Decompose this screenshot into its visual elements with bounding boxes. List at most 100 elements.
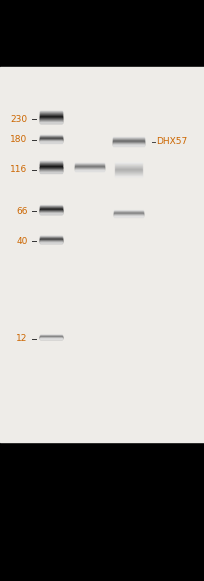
Bar	[40, 115, 62, 116]
Bar	[40, 237, 62, 238]
Bar	[75, 167, 104, 168]
Bar	[40, 242, 62, 243]
Bar	[40, 336, 62, 337]
Bar	[114, 213, 143, 214]
Text: 66: 66	[16, 207, 28, 216]
Bar	[75, 165, 104, 166]
Bar	[75, 164, 104, 165]
Bar	[40, 171, 62, 172]
Bar	[40, 242, 62, 243]
Bar	[40, 213, 62, 214]
Bar	[40, 170, 62, 171]
Bar	[40, 139, 62, 140]
Bar	[114, 212, 143, 213]
Bar	[113, 139, 144, 141]
Bar	[40, 210, 62, 211]
Bar	[114, 213, 143, 214]
Bar	[40, 136, 62, 137]
Bar	[40, 337, 62, 338]
Bar	[75, 166, 104, 167]
Bar	[114, 215, 143, 216]
Text: 180: 180	[10, 135, 28, 145]
Bar	[40, 139, 62, 140]
Bar	[40, 163, 62, 164]
Bar	[113, 139, 144, 140]
Text: 40: 40	[16, 236, 28, 246]
Bar	[114, 213, 143, 214]
Bar	[114, 215, 143, 216]
Bar	[40, 241, 62, 242]
Bar	[40, 236, 62, 237]
Bar	[115, 168, 142, 169]
Bar	[115, 171, 142, 172]
Bar	[75, 164, 104, 166]
Bar	[40, 113, 62, 114]
Bar	[40, 207, 62, 209]
Bar	[40, 208, 62, 209]
Bar	[75, 164, 104, 165]
Bar	[115, 162, 142, 163]
Bar	[114, 212, 143, 213]
Bar	[40, 120, 62, 121]
Bar	[40, 141, 62, 142]
Bar	[40, 335, 62, 336]
Bar	[40, 171, 62, 172]
Bar	[40, 117, 62, 118]
Bar	[40, 211, 62, 213]
Bar	[113, 141, 144, 142]
Bar	[40, 336, 62, 337]
Bar	[40, 135, 62, 136]
Bar	[40, 206, 62, 207]
Bar	[113, 142, 144, 143]
Bar	[40, 167, 62, 168]
Bar	[40, 137, 62, 138]
Bar	[40, 113, 62, 114]
Bar	[115, 165, 142, 166]
Bar	[40, 138, 62, 139]
Bar	[40, 236, 62, 238]
Bar	[115, 176, 142, 177]
Bar	[115, 175, 142, 177]
Bar	[40, 338, 62, 339]
Bar	[40, 136, 62, 137]
Bar	[114, 211, 143, 212]
Bar	[115, 171, 142, 173]
Bar	[75, 168, 104, 170]
Bar	[115, 164, 142, 165]
Bar	[115, 166, 142, 167]
Bar	[40, 166, 62, 167]
Bar	[113, 144, 144, 145]
Bar	[113, 140, 144, 141]
Bar	[75, 167, 104, 168]
Bar	[40, 336, 62, 337]
Bar	[40, 205, 62, 206]
Bar	[40, 212, 62, 213]
Bar	[114, 212, 143, 213]
Bar	[40, 115, 62, 116]
Bar	[115, 167, 142, 168]
Bar	[40, 337, 62, 338]
Bar	[75, 166, 104, 167]
Bar	[40, 172, 62, 173]
Bar	[115, 169, 142, 170]
Bar	[40, 208, 62, 209]
Bar	[40, 237, 62, 238]
Bar	[40, 167, 62, 168]
Bar	[40, 162, 62, 163]
Bar	[40, 335, 62, 336]
Bar	[40, 140, 62, 141]
Bar	[40, 120, 62, 121]
Bar	[113, 142, 144, 144]
Bar	[40, 210, 62, 211]
Bar	[0, 67, 204, 442]
Bar	[40, 165, 62, 166]
Bar	[115, 162, 142, 163]
Bar	[40, 166, 62, 167]
Bar	[40, 236, 62, 237]
Bar	[40, 122, 62, 123]
Bar	[115, 175, 142, 176]
Bar	[40, 119, 62, 120]
Bar	[40, 335, 62, 336]
Bar	[75, 163, 104, 164]
Bar	[113, 139, 144, 140]
